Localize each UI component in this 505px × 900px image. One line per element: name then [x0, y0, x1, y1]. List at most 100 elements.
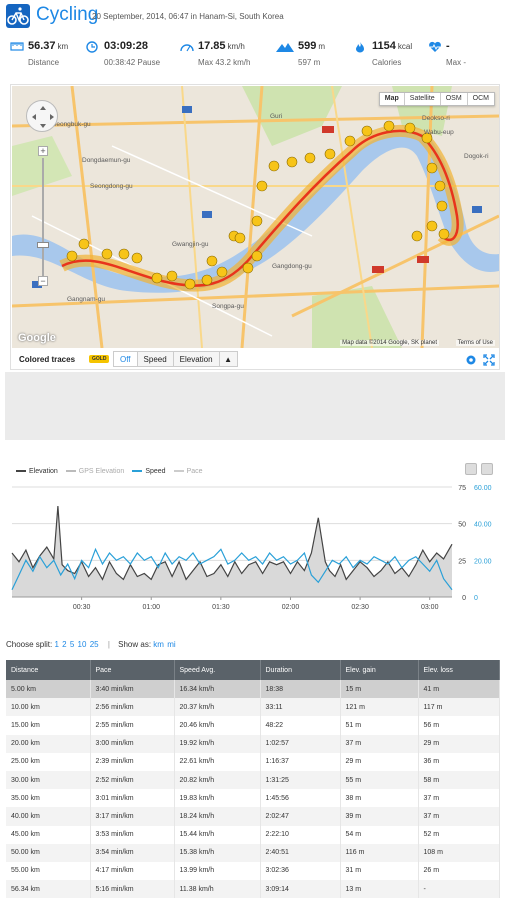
- legend-label: Pace: [186, 467, 203, 475]
- zoom-slider-thumb[interactable]: [37, 242, 49, 248]
- map-type-map[interactable]: Map: [384, 95, 399, 102]
- table-row[interactable]: 15.00 km 2:55 min/km 20.46 km/h 48:22 51 m 56…: [6, 716, 500, 735]
- zoom-out-button[interactable]: −: [38, 276, 48, 286]
- table-cell: 121 m: [340, 698, 419, 717]
- col-distance[interactable]: Distance: [6, 660, 91, 680]
- pan-control[interactable]: [26, 100, 58, 132]
- y-right-tick-label: 0: [474, 595, 478, 602]
- fullscreen-icon[interactable]: [483, 353, 495, 366]
- stat-unit: km/h: [227, 42, 245, 51]
- table-cell: 15.38 km/h: [174, 843, 261, 862]
- trace-mode-selector: Off Speed Elevation ▲: [113, 351, 238, 367]
- route-map[interactable]: Seongbuk-gu Dongdaemun-gu Seongdong-gu G…: [12, 86, 499, 348]
- split-selector: Choose split: 1 2 5 10 25 | Show as: km …: [6, 640, 176, 649]
- trace-off-button[interactable]: Off: [114, 352, 137, 366]
- split-option-5[interactable]: 5: [69, 640, 75, 649]
- map-terms-link[interactable]: Terms of Use: [455, 340, 495, 346]
- table-cell: 50.00 km: [6, 843, 91, 862]
- table-cell: 56 m: [418, 716, 500, 735]
- col-speed[interactable]: Speed Avg.: [174, 660, 261, 680]
- print-icon[interactable]: [465, 463, 477, 475]
- col-elev-loss[interactable]: Elev. loss: [418, 660, 500, 680]
- table-cell: 13 m: [340, 880, 419, 899]
- table-cell: 19.83 km/h: [174, 789, 261, 808]
- x-tick-label: 01:30: [212, 604, 230, 611]
- legend-elevation[interactable]: Elevation: [16, 468, 58, 475]
- svg-text:Gwangjin-gu: Gwangjin-gu: [172, 241, 209, 248]
- x-tick-label: 00:30: [73, 604, 91, 611]
- table-cell: 52 m: [418, 825, 500, 844]
- trace-speed-button[interactable]: Speed: [136, 352, 173, 366]
- col-pace[interactable]: Pace: [90, 660, 175, 680]
- table-row[interactable]: 35.00 km 3:01 min/km 19.83 km/h 1:45:56 38 m…: [6, 789, 500, 808]
- col-duration[interactable]: Duration: [260, 660, 341, 680]
- table-row[interactable]: 5.00 km 3:40 min/km 16.34 km/h 18:38 15 m 41 …: [6, 680, 500, 699]
- x-tick-label: 02:30: [351, 604, 369, 611]
- legend-pace[interactable]: Pace: [173, 467, 203, 475]
- y-left-tick-label: 75: [458, 485, 466, 492]
- split-option-2[interactable]: 2: [62, 640, 67, 649]
- zoom-in-button[interactable]: +: [38, 146, 48, 156]
- table-cell: 20.46 km/h: [174, 716, 261, 735]
- table-cell: 15.00 km: [6, 716, 91, 735]
- table-cell: 40.00 km: [6, 807, 91, 826]
- table-row[interactable]: 56.34 km 5:16 min/km 11.38 km/h 3:09:14 13 m…: [6, 880, 500, 899]
- table-cell: 20.82 km/h: [174, 770, 261, 790]
- table-cell: 117 m: [418, 698, 500, 717]
- map-type-ocm[interactable]: OCM: [466, 93, 494, 105]
- table-cell: 30.00 km: [6, 770, 91, 790]
- page-header: Cycling 20 September, 2014, 06:47 in Han…: [0, 0, 505, 32]
- distance-icon: [10, 40, 24, 52]
- legend-label: Elevation: [29, 467, 58, 475]
- y-right-tick-label: 60.00: [474, 485, 492, 492]
- svg-text:Songpa-gu: Songpa-gu: [212, 303, 244, 310]
- table-cell: 2:52 min/km: [90, 770, 175, 790]
- split-option-1[interactable]: 1: [54, 640, 59, 649]
- elevation-area: [12, 506, 452, 597]
- table-row[interactable]: 40.00 km 3:17 min/km 18.24 km/h 2:02:47 39 m…: [6, 807, 500, 826]
- table-cell: 38 m: [340, 789, 419, 808]
- map-canvas: Seongbuk-gu Dongdaemun-gu Seongdong-gu G…: [12, 86, 499, 348]
- table-cell: 116 m: [340, 843, 419, 862]
- col-elev-gain[interactable]: Elev. gain: [340, 660, 419, 680]
- colored-traces-label: Colored traces: [19, 355, 76, 364]
- table-cell: 41 m: [418, 680, 500, 699]
- chart-svg: 75 50 25 0 60.00 40.00 20.00 0 00:30 01:00 01:30 02…: [11, 485, 492, 611]
- unit-mi[interactable]: mi: [167, 640, 176, 649]
- trace-collapse-button[interactable]: ▲: [218, 352, 237, 366]
- table-cell: 15.44 km/h: [174, 825, 261, 844]
- table-cell: 55.00 km: [6, 861, 91, 881]
- table-row[interactable]: 25.00 km 2:39 min/km 22.61 km/h 1:16:37 29 m…: [6, 752, 500, 771]
- split-option-25[interactable]: 25: [89, 640, 99, 649]
- map-type-satellite[interactable]: Satellite: [403, 93, 440, 105]
- table-cell: 48:22: [260, 716, 341, 735]
- table-cell: 29 m: [418, 734, 500, 753]
- stat-label: 00:38:42 Pause: [104, 58, 161, 67]
- table-row[interactable]: 50.00 km 3:54 min/km 15.38 km/h 2:40:51 116 …: [6, 843, 500, 862]
- download-icon[interactable]: [481, 463, 493, 475]
- unit-km[interactable]: km: [153, 640, 164, 649]
- table-cell: 56.34 km: [6, 880, 91, 899]
- page-title: Cycling: [36, 4, 99, 25]
- zoom-slider-track[interactable]: [42, 158, 44, 276]
- table-cell: 16.34 km/h: [174, 680, 261, 699]
- map-type-osm[interactable]: OSM: [439, 93, 467, 105]
- table-cell: 2:40:51: [260, 843, 341, 862]
- table-row[interactable]: 45.00 km 3:53 min/km 15.44 km/h 2:22:10 54 m…: [6, 825, 500, 844]
- trace-elevation-button[interactable]: Elevation: [172, 352, 219, 366]
- table-row[interactable]: 30.00 km 2:52 min/km 20.82 km/h 1:31:25 55 m…: [6, 770, 500, 790]
- table-row[interactable]: 55.00 km 4:17 min/km 13.99 km/h 3:02:36 31 m…: [6, 861, 500, 881]
- stat-value: 56.37: [28, 40, 56, 52]
- show-as-label: Show as:: [118, 640, 152, 649]
- table-cell: 51 m: [340, 716, 419, 735]
- gold-badge: GOLD: [89, 355, 110, 363]
- table-row[interactable]: 20.00 km 3:00 min/km 19.92 km/h 1:02:57 37 m…: [6, 734, 500, 753]
- legend-speed[interactable]: Speed: [132, 468, 166, 475]
- split-option-10[interactable]: 10: [77, 640, 87, 649]
- table-cell: 3:01 min/km: [90, 789, 175, 808]
- gear-icon[interactable]: [465, 353, 477, 365]
- legend-gps-elevation[interactable]: GPS Elevation: [65, 468, 124, 475]
- table-cell: 20.37 km/h: [174, 698, 261, 717]
